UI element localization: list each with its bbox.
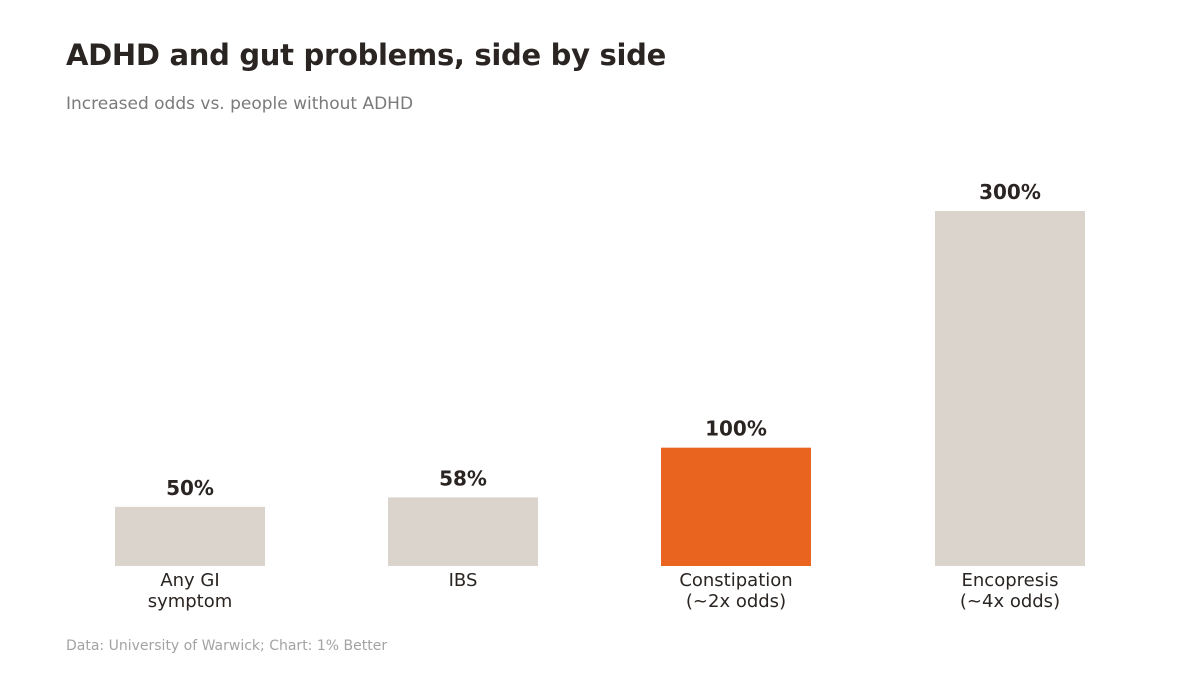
bar-0 xyxy=(115,506,265,566)
value-label-2: 100% xyxy=(705,417,767,441)
category-label-2: Constipation (~2x odds) xyxy=(679,570,792,612)
bar-1 xyxy=(388,497,538,566)
chart-title: ADHD and gut problems, side by side xyxy=(66,38,666,72)
category-label-0: Any GI symptom xyxy=(148,570,233,612)
chart-subtitle: Increased odds vs. people without ADHD xyxy=(66,94,414,114)
category-label-1: IBS xyxy=(449,570,478,591)
category-label-3: Encopresis (~4x odds) xyxy=(960,570,1060,612)
bar-2 xyxy=(661,447,811,566)
source-note: Data: University of Warwick; Chart: 1% B… xyxy=(66,638,388,654)
value-label-0: 50% xyxy=(166,476,214,500)
value-label-1: 58% xyxy=(439,466,487,490)
bar-3 xyxy=(935,211,1085,566)
value-label-3: 300% xyxy=(979,180,1041,204)
